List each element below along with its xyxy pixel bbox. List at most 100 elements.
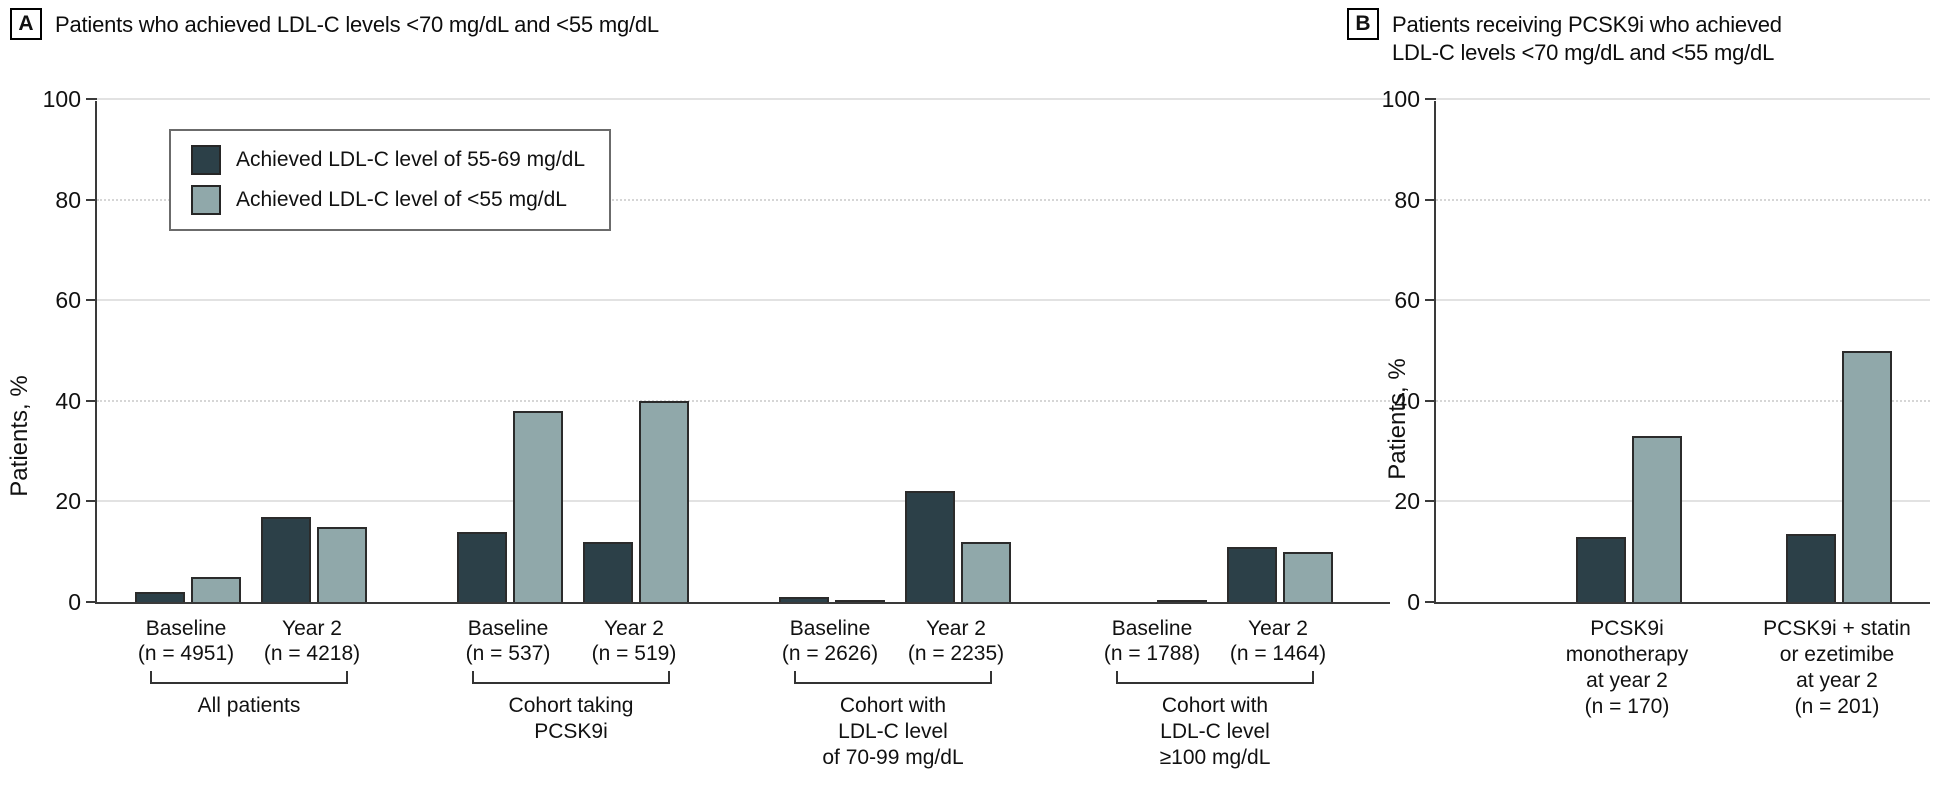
panel-b-title-line-2: LDL-C levels <70 mg/dL and <55 mg/dL bbox=[1392, 40, 1775, 65]
pair-label-time: Baseline bbox=[1111, 617, 1193, 640]
bar-pair-2-1 bbox=[905, 491, 1011, 602]
group-name-line: Cohort with bbox=[839, 694, 947, 717]
gridline-80 bbox=[1436, 198, 1930, 201]
group-name-1: Cohort taking PCSK9i bbox=[455, 693, 687, 745]
group-bracket-1 bbox=[472, 671, 670, 684]
bar-pair-b-0 bbox=[1576, 436, 1682, 602]
y-tick-mark-100 bbox=[1425, 98, 1436, 100]
group-label-line: (n = 201) bbox=[1794, 695, 1880, 718]
pair-label-1-1: Year 2 (n = 519) bbox=[581, 616, 687, 666]
group-label-0: Baseline (n = 4951) Year 2 (n = 4218) All pa… bbox=[133, 616, 365, 771]
y-tick-label-100: 100 bbox=[42, 86, 81, 112]
y-tick-label-40: 40 bbox=[1394, 387, 1420, 414]
group-label-line: at year 2 bbox=[1586, 669, 1668, 692]
panel-b-marker: B bbox=[1347, 8, 1379, 40]
legend-swatch-dark bbox=[191, 145, 221, 175]
light-bar bbox=[1283, 551, 1333, 602]
panel-b-x-axis-labels: PCSK9i monotherapy at year 2 (n = 170) PCSK9… bbox=[1434, 616, 1930, 736]
gridline-100 bbox=[97, 98, 1390, 100]
legend-row-light: Achieved LDL-C level of <55 mg/dL bbox=[191, 185, 585, 215]
legend: Achieved LDL-C level of 55-69 mg/dL Achi… bbox=[169, 129, 612, 231]
group-name-line: PCSK9i bbox=[534, 720, 608, 743]
y-tick-label-0: 0 bbox=[68, 589, 81, 615]
pair-label-3-0: Baseline (n = 1788) bbox=[1099, 616, 1205, 666]
group-name-line: of 70-99 mg/dL bbox=[822, 746, 964, 769]
light-bar bbox=[513, 410, 563, 602]
dark-bar bbox=[905, 491, 955, 602]
pair-labels-0: Baseline (n = 4951) Year 2 (n = 4218) bbox=[133, 616, 365, 666]
pair-label-n: (n = 1464) bbox=[1229, 642, 1327, 665]
dark-bar bbox=[779, 596, 829, 602]
dark-bar bbox=[1786, 534, 1836, 602]
group-label-line: PCSK9i + statin bbox=[1763, 617, 1911, 640]
y-tick-mark-80 bbox=[1425, 198, 1436, 201]
pair-label-0-0: Baseline (n = 4951) bbox=[133, 616, 239, 666]
group-label-2: Baseline (n = 2626) Year 2 (n = 2235) Cohort… bbox=[777, 616, 1009, 771]
y-tick-mark-40 bbox=[86, 399, 97, 402]
light-bar bbox=[1632, 436, 1682, 602]
group-label-1: Baseline (n = 537) Year 2 (n = 519) Cohort t… bbox=[455, 616, 687, 771]
pair-label-3-1: Year 2 (n = 1464) bbox=[1225, 616, 1331, 666]
group-label-3: Baseline (n = 1788) Year 2 (n = 1464) Cohort… bbox=[1099, 616, 1331, 771]
y-tick-mark-20 bbox=[1425, 500, 1436, 503]
group-label-line: or ezetimibe bbox=[1779, 643, 1895, 666]
light-bar bbox=[639, 400, 689, 602]
panel-a-title: Patients who achieved LDL-C levels <70 m… bbox=[55, 12, 659, 37]
gridline-60 bbox=[1436, 299, 1930, 302]
panel-a-plot-area: Achieved LDL-C level of 55-69 mg/dL Achi… bbox=[43, 87, 1390, 614]
pair-label-time: Year 2 bbox=[1248, 617, 1308, 640]
bar-pair-0-0 bbox=[135, 576, 241, 602]
group-label-line: monotherapy bbox=[1565, 643, 1689, 666]
legend-swatch-light bbox=[191, 185, 221, 215]
panel-a: Patients, % Achieved LDL-C level of 55-6… bbox=[6, 87, 1390, 771]
pair-labels-1: Baseline (n = 537) Year 2 (n = 519) bbox=[455, 616, 687, 666]
pair-label-0-1: Year 2 (n = 4218) bbox=[259, 616, 365, 666]
panel-b-title-row: B Patients receiving PCSK9i who achieved… bbox=[1347, 8, 1782, 67]
gridline-20 bbox=[97, 500, 1390, 503]
pair-label-n: (n = 2626) bbox=[781, 642, 879, 665]
pair-label-n: (n = 2235) bbox=[907, 642, 1005, 665]
y-tick-label-20: 20 bbox=[1394, 488, 1420, 515]
bar-pair-1-0 bbox=[457, 410, 563, 602]
dark-bar bbox=[135, 591, 185, 602]
light-bar bbox=[835, 599, 885, 602]
light-bar bbox=[191, 576, 241, 602]
panel-a-y-axis-label: Patients, % bbox=[6, 375, 33, 497]
bar-pair-2-0 bbox=[779, 596, 885, 602]
bar-pair-3-1 bbox=[1227, 546, 1333, 602]
pair-label-time: Year 2 bbox=[604, 617, 664, 640]
dark-bar bbox=[1227, 546, 1277, 602]
y-tick-label-60: 60 bbox=[1394, 287, 1420, 314]
y-tick-label-20: 20 bbox=[55, 488, 81, 515]
group-name-line: ≥100 mg/dL bbox=[1159, 746, 1271, 769]
pair-label-time: Baseline bbox=[789, 617, 871, 640]
panel-b-bars bbox=[1436, 101, 1930, 602]
y-tick-mark-60 bbox=[86, 299, 97, 302]
pair-label-time: Baseline bbox=[145, 617, 227, 640]
light-bar bbox=[1842, 350, 1892, 602]
legend-label-dark: Achieved LDL-C level of 55-69 mg/dL bbox=[236, 148, 586, 171]
y-tick-label-40: 40 bbox=[55, 387, 81, 414]
group-name-0: All patients bbox=[133, 693, 365, 719]
bar-pair-b-1 bbox=[1786, 350, 1892, 602]
group-label-line: at year 2 bbox=[1796, 669, 1878, 692]
light-bar bbox=[961, 541, 1011, 602]
y-tick-label-60: 60 bbox=[55, 287, 81, 314]
pair-label-n: (n = 519) bbox=[591, 642, 677, 665]
bar-group-0 bbox=[135, 516, 367, 602]
group-bracket-3 bbox=[1116, 671, 1314, 684]
group-bracket-2 bbox=[794, 671, 992, 684]
bar-group-1 bbox=[457, 400, 689, 602]
panel-a-bars bbox=[97, 101, 1390, 602]
panel-b-plot-area: 0 20 40 60 80 100 bbox=[1382, 87, 1930, 614]
bar-pair-1-1 bbox=[583, 400, 689, 602]
gridline-60 bbox=[97, 299, 1390, 302]
y-tick-label-0: 0 bbox=[1407, 589, 1420, 615]
bar-group-3 bbox=[1101, 546, 1333, 602]
pair-label-2-1: Year 2 (n = 2235) bbox=[903, 616, 1009, 666]
group-bracket-0 bbox=[150, 671, 348, 684]
pair-label-2-0: Baseline (n = 2626) bbox=[777, 616, 883, 666]
panel-b-y-axis-label: Patients, % bbox=[1384, 357, 1411, 480]
y-tick-mark-20 bbox=[86, 500, 97, 503]
